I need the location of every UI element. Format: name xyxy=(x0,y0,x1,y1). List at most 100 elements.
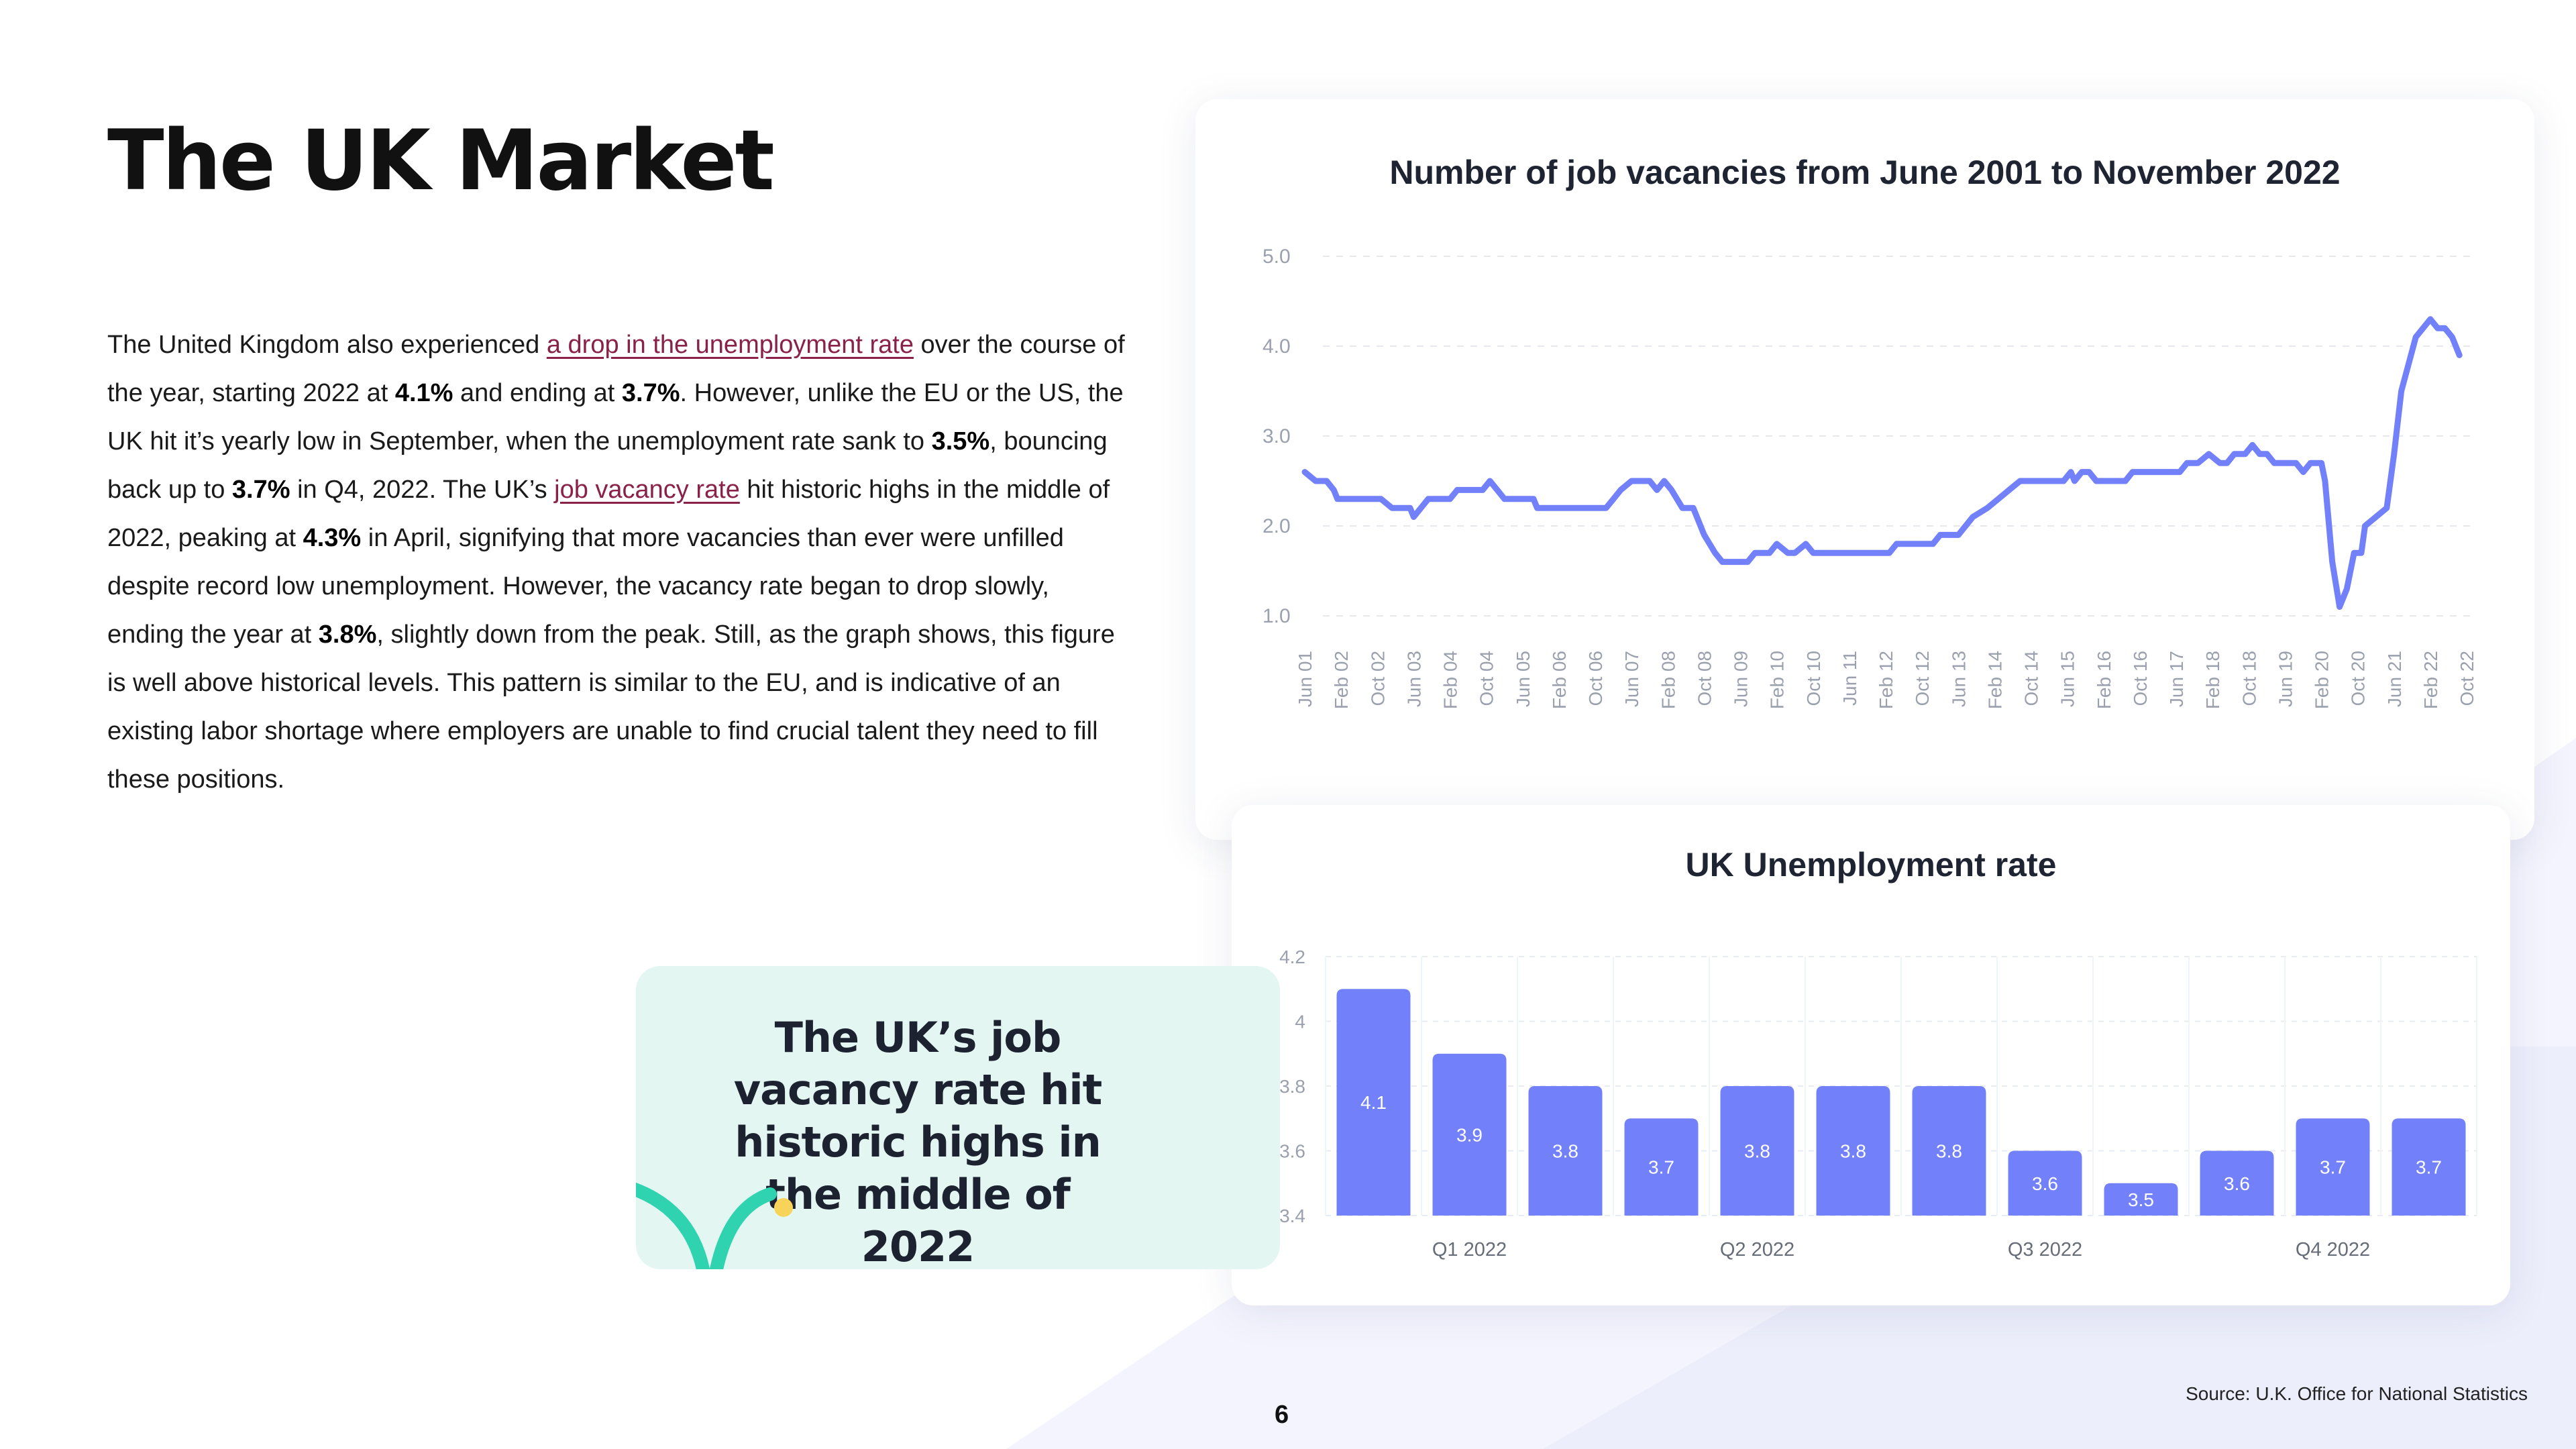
x-tick-label: Oct 02 xyxy=(1367,651,1388,706)
callout-dot xyxy=(774,1198,793,1217)
bar-value-label: 3.7 xyxy=(1648,1157,1674,1178)
paragraph-text: in Q4, 2022. The UK’s xyxy=(290,476,555,504)
bar xyxy=(1720,1086,1794,1216)
x-tick-label: Oct 16 xyxy=(2130,651,2151,706)
x-tick-label: Oct 06 xyxy=(1585,651,1606,706)
x-tick-label: Oct 18 xyxy=(2239,651,2259,706)
bar xyxy=(1912,1086,1986,1216)
x-tick-label: Jun 09 xyxy=(1731,651,1752,707)
bar xyxy=(1528,1086,1603,1216)
job-vacancies-chart-card: Number of job vacancies from June 2001 t… xyxy=(1195,99,2534,840)
x-tick-label: Oct 20 xyxy=(2348,651,2369,706)
x-tick-label: Feb 20 xyxy=(2312,651,2332,709)
bar-value-label: 3.9 xyxy=(1456,1124,1483,1145)
bar xyxy=(2296,1118,2370,1216)
x-tick-label: Jun 11 xyxy=(1839,651,1860,706)
job-vacancies-line-chart: 5.0 4.0 3.0 2.0 1.0 Jun 01 Feb 02 Oct 02 Jun 03 F… xyxy=(1263,246,2477,709)
bar xyxy=(1432,1053,1507,1216)
bar-value-label: 3.7 xyxy=(2320,1157,2346,1178)
vacancies-series-line xyxy=(1301,316,2463,610)
x-tick-label: Jun 05 xyxy=(1513,651,1534,707)
y-tick-label: 5.0 xyxy=(1263,246,1291,268)
x-tick-label: Oct 14 xyxy=(2021,651,2042,706)
bar-value-label: 3.5 xyxy=(2128,1189,2154,1210)
y-tick-label: 3.4 xyxy=(1279,1205,1305,1226)
x-tick-label: Jun 15 xyxy=(2057,651,2078,707)
page-title: The UK Market xyxy=(107,113,775,209)
y-tick-label: 2.0 xyxy=(1263,515,1291,537)
x-tick-label: Feb 04 xyxy=(1440,651,1461,709)
x-tick-label: Feb 18 xyxy=(2202,651,2223,709)
line-chart-title: Number of job vacancies from June 2001 t… xyxy=(1389,154,2341,191)
inline-link[interactable]: job vacancy rate xyxy=(554,476,740,504)
bold-figure: 4.1% xyxy=(394,379,453,407)
paragraph-text: over the course of the year, starting 20… xyxy=(107,331,1125,407)
x-tick-label: Jun 03 xyxy=(1403,651,1424,707)
inline-link[interactable]: a drop in the unemployment rate xyxy=(546,331,914,359)
bar-value-label: 3.8 xyxy=(1552,1141,1578,1162)
callout-curve-2 xyxy=(710,1187,777,1269)
bar-value-label: 3.8 xyxy=(1744,1141,1770,1162)
x-tick-label: Oct 10 xyxy=(1803,651,1824,706)
x-tick-label: Oct 04 xyxy=(1477,651,1497,706)
bar xyxy=(2200,1150,2274,1216)
paragraph-text: The United Kingdom also experienced xyxy=(107,331,547,359)
x-tick-label: Jun 21 xyxy=(2384,651,2405,707)
quarter-label: Q3 2022 xyxy=(2008,1239,2082,1260)
bar-value-label: 3.8 xyxy=(1840,1141,1866,1162)
unemployment-bar-chart: 4.2 4 3.8 3.6 3.4 4.1 3.9 3.8 3.7 3.8 3.8 3.8 3.6 3.5… xyxy=(1279,947,2477,1260)
callout-box: The UK’s job vacancy rate hit historic h… xyxy=(636,966,1280,1269)
bar xyxy=(1816,1086,1890,1216)
paragraph-text: and ending at xyxy=(453,379,622,407)
bar xyxy=(2008,1150,2082,1216)
bar-value-label: 3.6 xyxy=(2032,1173,2058,1194)
bar-value-label: 3.7 xyxy=(2416,1157,2442,1178)
paragraph-text: , slightly down from the peak. Still, as… xyxy=(107,621,1115,794)
y-tick-label: 1.0 xyxy=(1263,605,1291,627)
unemployment-chart-card: UK Unemployment rate 4.2 4 3.8 3.6 3.4 4.1 3.9… xyxy=(1232,805,2510,1305)
x-tick-label: Jun 01 xyxy=(1295,651,1316,707)
x-tick-label: Feb 08 xyxy=(1658,651,1678,709)
x-tick-label: Jun 17 xyxy=(2166,651,2187,707)
bar xyxy=(2104,1183,2178,1216)
x-tick-label: Feb 02 xyxy=(1331,651,1352,709)
y-tick-label: 4 xyxy=(1295,1012,1305,1032)
paragraph-text: . However, unlike the EU or the US, the … xyxy=(107,379,1124,455)
quarter-label: Q1 2022 xyxy=(1432,1239,1507,1260)
bar-chart-title: UK Unemployment rate xyxy=(1685,846,2057,883)
callout-text: The UK’s job vacancy rate hit historic h… xyxy=(733,1013,1102,1269)
bar xyxy=(2392,1118,2466,1216)
paragraph-text: , bouncing back up to xyxy=(107,427,1108,504)
bar xyxy=(1336,989,1411,1216)
x-tick-label: Feb 10 xyxy=(1767,651,1788,709)
x-tick-label: Feb 16 xyxy=(2094,651,2114,709)
source-note: Source: U.K. Office for National Statist… xyxy=(2186,1383,2528,1404)
x-tick-label: Feb 22 xyxy=(2420,651,2441,709)
y-tick-label: 4.2 xyxy=(1279,947,1305,967)
y-tick-label: 3.6 xyxy=(1279,1141,1305,1162)
bar-value-label: 3.8 xyxy=(1936,1141,1962,1162)
x-tick-label: Feb 12 xyxy=(1876,651,1896,709)
body-paragraph: The United Kingdom also experienced a dr… xyxy=(107,321,1127,804)
y-tick-label: 3.0 xyxy=(1263,425,1291,447)
paragraph-text: hit historic highs in the middle of 2022… xyxy=(107,476,1110,552)
y-tick-label: 3.8 xyxy=(1279,1076,1305,1097)
y-tick-label: 4.0 xyxy=(1263,335,1291,358)
bar-value-label: 3.6 xyxy=(2224,1173,2250,1194)
x-tick-label: Oct 22 xyxy=(2457,651,2477,706)
bold-figure: 3.8% xyxy=(318,621,377,649)
x-tick-label: Jun 07 xyxy=(1621,651,1642,707)
bold-figure: 4.3% xyxy=(303,524,362,552)
x-tick-label: Feb 06 xyxy=(1549,651,1570,709)
x-tick-label: Oct 08 xyxy=(1694,651,1715,706)
x-tick-label: Jun 13 xyxy=(1948,651,1969,707)
bar xyxy=(1624,1118,1699,1216)
x-tick-label: Jun 19 xyxy=(2275,651,2296,707)
bold-figure: 3.7% xyxy=(231,476,290,504)
x-tick-label: Feb 14 xyxy=(1984,651,2005,709)
bold-figure: 3.7% xyxy=(621,379,680,407)
x-tick-label: Oct 12 xyxy=(1912,651,1933,706)
bold-figure: 3.5% xyxy=(931,427,990,455)
page-number: 6 xyxy=(1275,1401,1289,1429)
paragraph-text: in April, signifying that more vacancies… xyxy=(107,524,1064,649)
